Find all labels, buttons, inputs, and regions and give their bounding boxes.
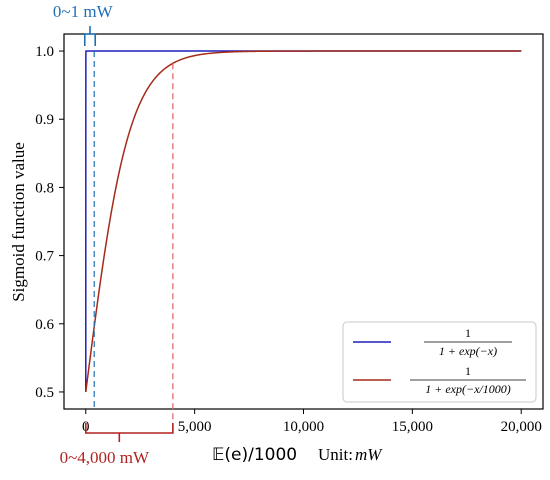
series-layer — [85, 50, 522, 393]
legend-label-numerator: 1 — [465, 326, 471, 340]
x-axis-label-quantity: 𝔼(e)/1000 — [212, 445, 297, 465]
x-tick-label: 20,000 — [501, 419, 542, 435]
legend: 1 1 + exp(−x) 1 1 + exp(−x/1000) — [342, 321, 537, 403]
y-tick-label: 0.5 — [35, 385, 54, 401]
annotation-blue-bracket — [83, 33, 97, 46]
legend-label-denominator: 1 + exp(−x/1000) — [425, 382, 511, 396]
legend-label-numerator: 1 — [465, 364, 471, 378]
y-axis-label: Sigmoid function value — [9, 142, 28, 302]
x-axis-ticks: 0 5,000 10,000 15,000 20,000 — [82, 409, 542, 435]
x-tick-label: 10,000 — [283, 419, 324, 435]
series-line-sigmoid-scaled — [85, 50, 522, 393]
x-axis-label: 𝔼(e)/1000 Unit: mW — [212, 445, 383, 465]
y-tick-label: 1.0 — [35, 44, 54, 60]
legend-label-denominator: 1 + exp(−x) — [439, 344, 497, 358]
x-axis-label-unit: Unit: — [318, 445, 353, 464]
annotation-blue-label: 0~1 mW — [53, 2, 114, 21]
y-axis-ticks: 0.5 0.6 0.7 0.8 0.9 1.0 — [35, 44, 64, 401]
y-tick-label: 0.6 — [35, 317, 54, 333]
annotations: 0~1 mW 0~4,000 mW — [53, 2, 174, 467]
annotation-red-label: 0~4,000 mW — [60, 448, 150, 467]
x-axis-label-unit-var: mW — [355, 445, 383, 464]
x-tick-label: 15,000 — [392, 419, 433, 435]
x-tick-label: 5,000 — [178, 419, 212, 435]
y-tick-label: 0.7 — [35, 249, 54, 265]
y-tick-label: 0.8 — [35, 180, 54, 196]
annotation-red-bracket — [84, 423, 174, 434]
y-tick-label: 0.9 — [35, 112, 54, 128]
